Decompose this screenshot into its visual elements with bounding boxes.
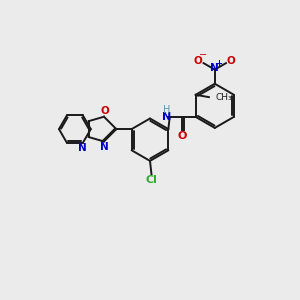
Text: −: −	[199, 50, 207, 60]
Text: H: H	[163, 105, 170, 116]
Text: N: N	[162, 112, 171, 122]
Text: O: O	[100, 106, 109, 116]
Text: Cl: Cl	[146, 175, 158, 185]
Text: O: O	[194, 56, 203, 66]
Text: O: O	[227, 56, 236, 66]
Text: N: N	[210, 63, 219, 74]
Text: N: N	[100, 142, 109, 152]
Text: N: N	[78, 143, 87, 153]
Text: O: O	[178, 131, 187, 141]
Text: CH₃: CH₃	[215, 93, 232, 102]
Text: +: +	[215, 58, 222, 68]
